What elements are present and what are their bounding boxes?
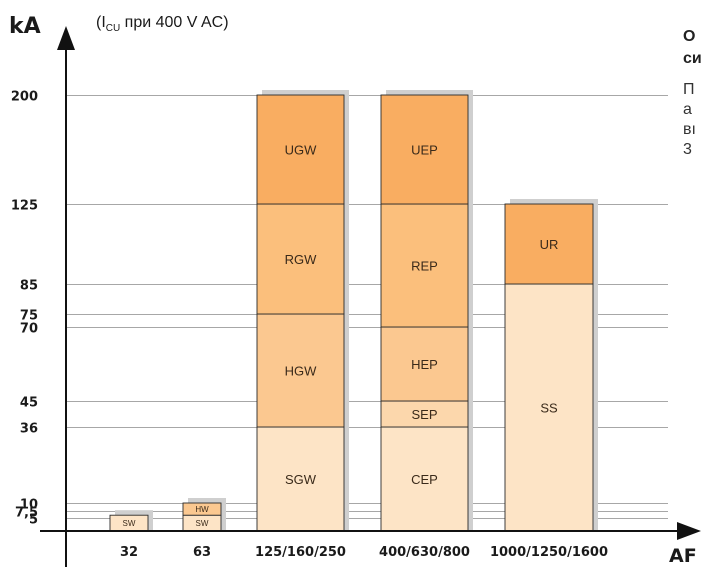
bar-segment-label: HGW <box>285 364 318 379</box>
y-tick-label: 200 <box>11 90 38 105</box>
y-tick-label: 125 <box>11 199 38 214</box>
bar-segment <box>256 203 345 315</box>
y-tick-label: 5 <box>29 513 38 528</box>
bar-segment-label: SS <box>540 401 558 416</box>
bar-segment-label: SW <box>196 519 209 528</box>
x-tick-label: 63 <box>193 545 211 560</box>
bar-segment-label: REP <box>411 259 438 274</box>
y-tick-label: 36 <box>20 422 38 437</box>
bar-segment <box>380 203 469 328</box>
x-tick-label: 125/160/250 <box>255 545 346 560</box>
x-tick-label: 400/630/800 <box>379 545 470 560</box>
y-tick-label: 85 <box>20 279 38 294</box>
bar-segment <box>380 400 469 428</box>
bar-segment-label: SW <box>123 519 136 528</box>
y-tick-label: 7,5 <box>15 506 38 521</box>
side-panel-text: П а вı 3 <box>683 81 696 158</box>
bar-segment <box>504 203 594 285</box>
bar-segment <box>182 502 222 516</box>
x-axis-arrow <box>677 522 701 540</box>
x-tick-label: 1000/1250/1600 <box>490 545 608 560</box>
bar-segment-label: RGW <box>285 252 318 267</box>
y-tick-label: 75 <box>20 309 38 324</box>
x-axis-label: AF <box>669 545 697 567</box>
x-tick-label: 32 <box>120 545 138 560</box>
bar-segment-label: SGW <box>285 472 317 487</box>
bar-segment <box>380 326 469 402</box>
bar-segment-label: UR <box>540 237 559 252</box>
bar-segment-label: UEP <box>411 143 438 158</box>
y-tick-label: 45 <box>20 396 38 411</box>
bar-segment-label: SEP <box>411 407 437 422</box>
side-panel-title: О си <box>683 28 701 67</box>
bar-segment <box>256 426 345 532</box>
bar-segment <box>380 94 469 205</box>
side-text-panel: О си П а вı 3 <box>683 26 701 160</box>
bar-segment <box>504 283 594 532</box>
bar-segment <box>256 94 345 205</box>
y-axis-arrow <box>57 26 75 50</box>
y-tick-label: 70 <box>20 322 38 337</box>
bar-segment-label: CEP <box>411 472 438 487</box>
bar-segment-label: UGW <box>285 143 318 158</box>
bar-segment-label: HEP <box>411 357 438 372</box>
bar-segment-label: HW <box>195 505 209 514</box>
y-tick-label: 10 <box>20 498 38 513</box>
bar-segment <box>256 313 345 428</box>
chart-subtitle: (ICU при 400 V AC) <box>96 14 229 35</box>
y-axis-label: kA <box>9 14 41 39</box>
bar-segment <box>380 426 469 532</box>
